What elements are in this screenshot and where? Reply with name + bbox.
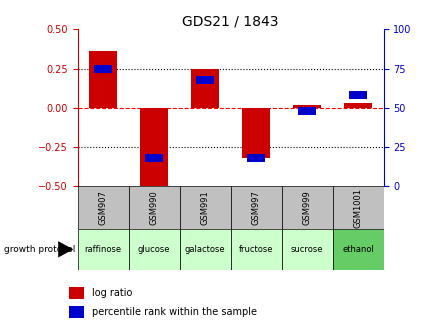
Bar <box>140 108 168 196</box>
Bar <box>179 186 230 229</box>
Text: log ratio: log ratio <box>92 288 132 298</box>
Bar <box>179 229 230 270</box>
Bar <box>196 76 214 84</box>
Bar <box>230 186 281 229</box>
Bar <box>94 65 112 73</box>
Bar <box>281 186 332 229</box>
Text: GSM997: GSM997 <box>251 190 260 225</box>
Text: percentile rank within the sample: percentile rank within the sample <box>92 307 256 317</box>
Title: GDS21 / 1843: GDS21 / 1843 <box>182 14 278 28</box>
Bar <box>144 154 163 162</box>
Text: growth protocol: growth protocol <box>4 245 76 254</box>
Bar <box>190 69 218 108</box>
Bar <box>297 107 316 115</box>
Bar <box>281 229 332 270</box>
Text: galactose: galactose <box>184 245 225 254</box>
Text: glucose: glucose <box>138 245 170 254</box>
Bar <box>246 154 264 162</box>
Text: fructose: fructose <box>238 245 273 254</box>
Bar <box>89 51 117 108</box>
Text: raffinose: raffinose <box>84 245 121 254</box>
Bar <box>77 229 128 270</box>
Bar <box>69 286 83 299</box>
Bar <box>128 229 179 270</box>
Text: GSM1001: GSM1001 <box>353 188 362 228</box>
Bar <box>128 186 179 229</box>
Text: sucrose: sucrose <box>290 245 322 254</box>
Bar <box>242 108 270 158</box>
Bar <box>332 229 383 270</box>
Bar <box>292 105 320 108</box>
Text: ethanol: ethanol <box>341 245 373 254</box>
Bar <box>348 92 366 99</box>
Bar <box>77 186 128 229</box>
Bar <box>69 306 83 318</box>
Text: GSM907: GSM907 <box>98 190 108 225</box>
Text: GSM991: GSM991 <box>200 190 209 225</box>
Text: GSM990: GSM990 <box>149 190 158 225</box>
Text: GSM999: GSM999 <box>302 190 311 225</box>
Bar <box>343 103 371 108</box>
Bar <box>230 229 281 270</box>
Bar <box>332 186 383 229</box>
Polygon shape <box>58 241 73 258</box>
